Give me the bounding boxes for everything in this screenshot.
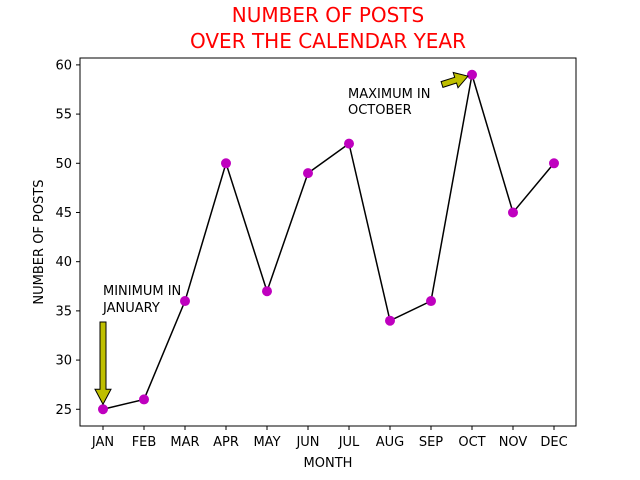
data-point-mar <box>180 296 190 307</box>
data-point-jul <box>344 138 354 149</box>
y-tick-label: 25 <box>55 403 72 418</box>
y-tick-label: 55 <box>55 108 72 123</box>
y-tick-label: 40 <box>55 255 72 270</box>
y-tick-label: 30 <box>55 354 72 369</box>
data-point-may <box>262 286 272 297</box>
x-tick-label: OCT <box>458 435 485 450</box>
x-axis-label: MONTH <box>304 456 353 471</box>
annotation-max-arrow <box>440 71 469 89</box>
chart-title-line-1: NUMBER OF POSTS <box>232 3 424 27</box>
annotation-min-text-line-2: JANUARY <box>102 301 160 316</box>
x-tick-label: JUL <box>338 435 360 450</box>
x-tick-label: AUG <box>376 435 404 450</box>
y-tick-label: 45 <box>55 206 72 221</box>
data-point-apr <box>221 158 231 169</box>
y-tick-label: 60 <box>55 58 72 73</box>
annotation-max-text-line-2: OCTOBER <box>348 103 412 118</box>
x-tick-label: FEB <box>132 435 157 450</box>
x-tick-label: MAR <box>170 435 199 450</box>
y-axis-label: NUMBER OF POSTS <box>32 179 47 304</box>
x-tick-label: MAY <box>253 435 280 450</box>
plot-area-frame <box>79 57 577 427</box>
series-posts <box>98 69 559 415</box>
data-point-feb <box>139 394 149 405</box>
data-point-jun <box>303 168 313 179</box>
x-tick-label: APR <box>213 435 239 450</box>
annotation-max-text-line-1: MAXIMUM IN <box>348 87 431 102</box>
data-point-sep <box>426 296 436 307</box>
y-tick-label: 35 <box>55 304 72 319</box>
x-tick-label: NOV <box>499 435 528 450</box>
data-point-dec <box>549 158 559 169</box>
y-axis: 25 30 35 40 45 50 55 60 <box>55 58 80 418</box>
x-axis: JAN FEB MAR APR MAY JUN JUL AUG SEP OCT NOV DEC <box>91 426 568 450</box>
x-tick-label: JAN <box>91 435 114 450</box>
y-tick-label: 50 <box>55 157 72 172</box>
annotation-min-arrow <box>94 321 112 406</box>
annotation-min-text-line-1: MINIMUM IN <box>103 284 181 299</box>
series-line <box>102 74 555 411</box>
x-tick-label: JUN <box>295 435 319 450</box>
data-point-oct <box>467 69 477 80</box>
x-tick-label: DEC <box>540 435 567 450</box>
data-point-jan <box>98 404 108 415</box>
data-point-aug <box>385 315 395 326</box>
chart-title-line-2: OVER THE CALENDAR YEAR <box>190 29 466 53</box>
x-tick-label: SEP <box>419 435 443 450</box>
data-point-nov <box>508 207 518 218</box>
